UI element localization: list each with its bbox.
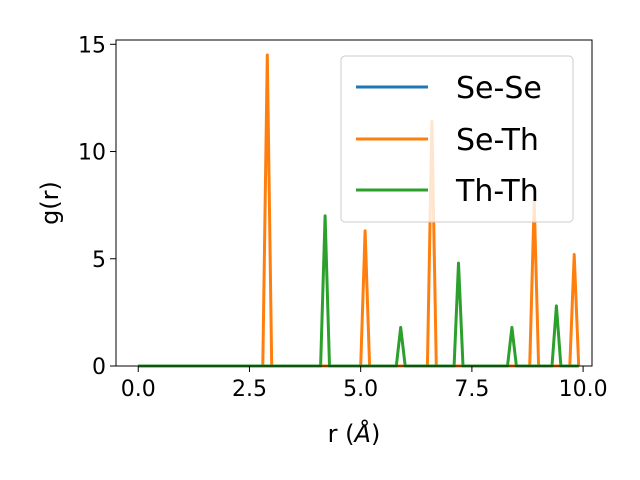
legend: Se-Se Se-Th Th-Th: [340, 55, 574, 223]
legend-box: [340, 55, 574, 223]
x-axis-label: r (Å): [328, 419, 381, 448]
y-tick-label: 0: [92, 355, 106, 380]
ticks-layer: 0.0 2.5 5.0 7.5 10.0 0 5 10 15: [78, 33, 608, 402]
y-tick-label: 15: [78, 33, 106, 58]
legend-label-se-se: Se-Se: [456, 71, 542, 106]
x-tick-label: 10.0: [559, 377, 608, 402]
x-tick-label: 7.5: [454, 377, 489, 402]
x-tick-label: 2.5: [232, 377, 267, 402]
legend-label-th-th: Th-Th: [455, 174, 539, 209]
x-tick-label: 5.0: [343, 377, 378, 402]
plot-frame: [115, 39, 593, 367]
series-line-th-th: [138, 214, 579, 368]
x-tick-label: 0.0: [121, 377, 156, 402]
y-axis-label: g(r): [36, 181, 64, 225]
y-tick-label: 5: [92, 248, 106, 273]
legend-label-se-th: Se-Th: [456, 123, 539, 158]
y-tick-label: 10: [78, 141, 106, 166]
